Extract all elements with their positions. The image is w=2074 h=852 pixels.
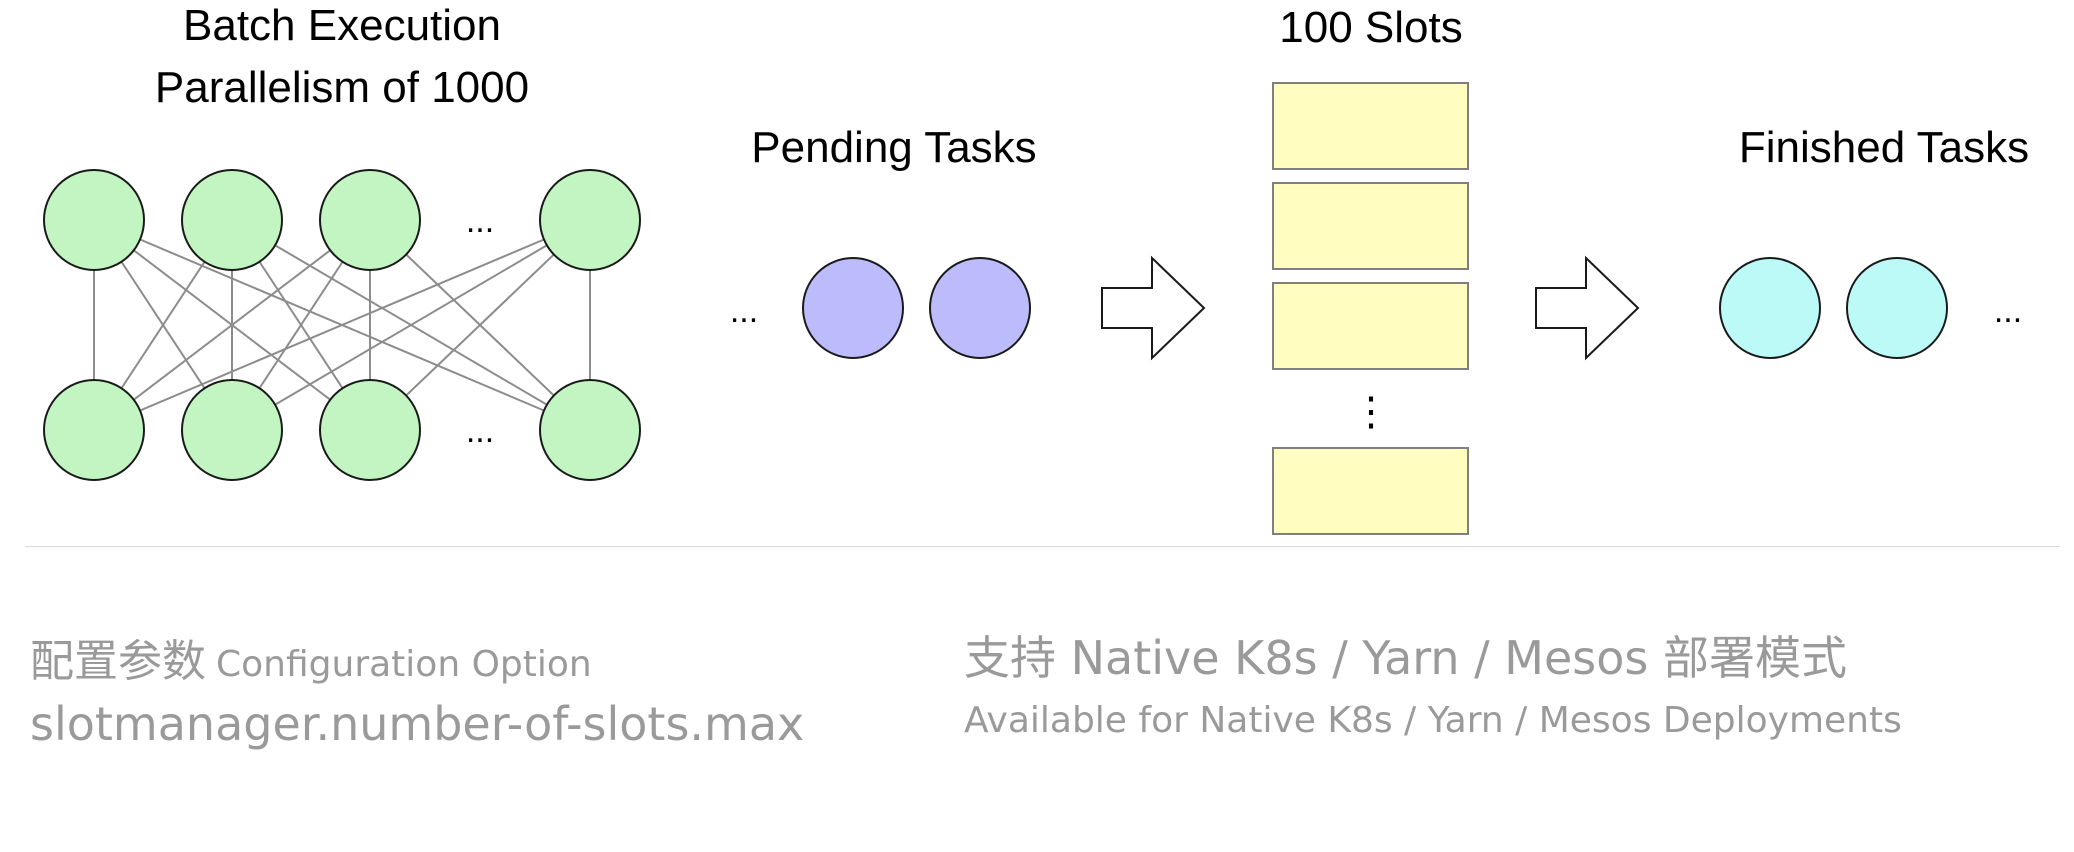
- deployment-heading: 支持 Native K8s / Yarn / Mesos 部署模式: [964, 631, 1847, 685]
- slots-title: 100 Slots: [1279, 3, 1462, 52]
- pending-task-list: [802, 257, 1031, 359]
- config-option-label: 配置参数 Configuration Option: [30, 625, 592, 689]
- pending-tasks-title: Pending Tasks: [751, 123, 1036, 172]
- batch-node: [181, 169, 283, 271]
- batch-bottom-ellipsis: ...: [466, 412, 494, 450]
- batch-node: [319, 169, 421, 271]
- batch-node: [319, 379, 421, 481]
- batch-top-ellipsis: ...: [466, 202, 494, 240]
- slot: [1272, 82, 1469, 170]
- arrow-right-icon: [1535, 255, 1640, 361]
- slot: [1272, 182, 1469, 270]
- batch-top-nodes: [43, 169, 641, 271]
- batch-slot-diagram: Batch Execution Parallelism of 1000 ... …: [43, 1, 2029, 535]
- slot: [1272, 282, 1469, 370]
- slot: [1272, 447, 1469, 535]
- config-option-name: slotmanager.number-of-slots.max: [30, 697, 805, 751]
- pending-ellipsis: ...: [730, 292, 758, 330]
- pending-task: [929, 257, 1031, 359]
- pending-task: [802, 257, 904, 359]
- finished-task: [1846, 257, 1948, 359]
- batch-node: [43, 169, 145, 271]
- section-divider: [25, 546, 2060, 547]
- finished-task-list: [1719, 257, 1948, 359]
- config-option-label-en: Configuration Option: [216, 644, 592, 685]
- finished-task: [1719, 257, 1821, 359]
- batch-node: [539, 169, 641, 271]
- slots-ellipsis: ⋮: [1351, 390, 1391, 434]
- batch-title-line1: Batch Execution: [183, 1, 501, 50]
- batch-node: [43, 379, 145, 481]
- slot-list: [1272, 82, 1469, 535]
- finished-ellipsis: ...: [1994, 292, 2022, 330]
- deployment-subheading: Available for Native K8s / Yarn / Mesos …: [964, 700, 1902, 741]
- finished-tasks-title: Finished Tasks: [1739, 123, 2029, 172]
- config-option-label-cn: 配置参数: [30, 636, 206, 687]
- arrow-right-icon: [1101, 255, 1206, 361]
- batch-node: [539, 379, 641, 481]
- batch-node: [181, 379, 283, 481]
- batch-bottom-nodes: [43, 379, 641, 481]
- batch-title-line2: Parallelism of 1000: [155, 63, 529, 112]
